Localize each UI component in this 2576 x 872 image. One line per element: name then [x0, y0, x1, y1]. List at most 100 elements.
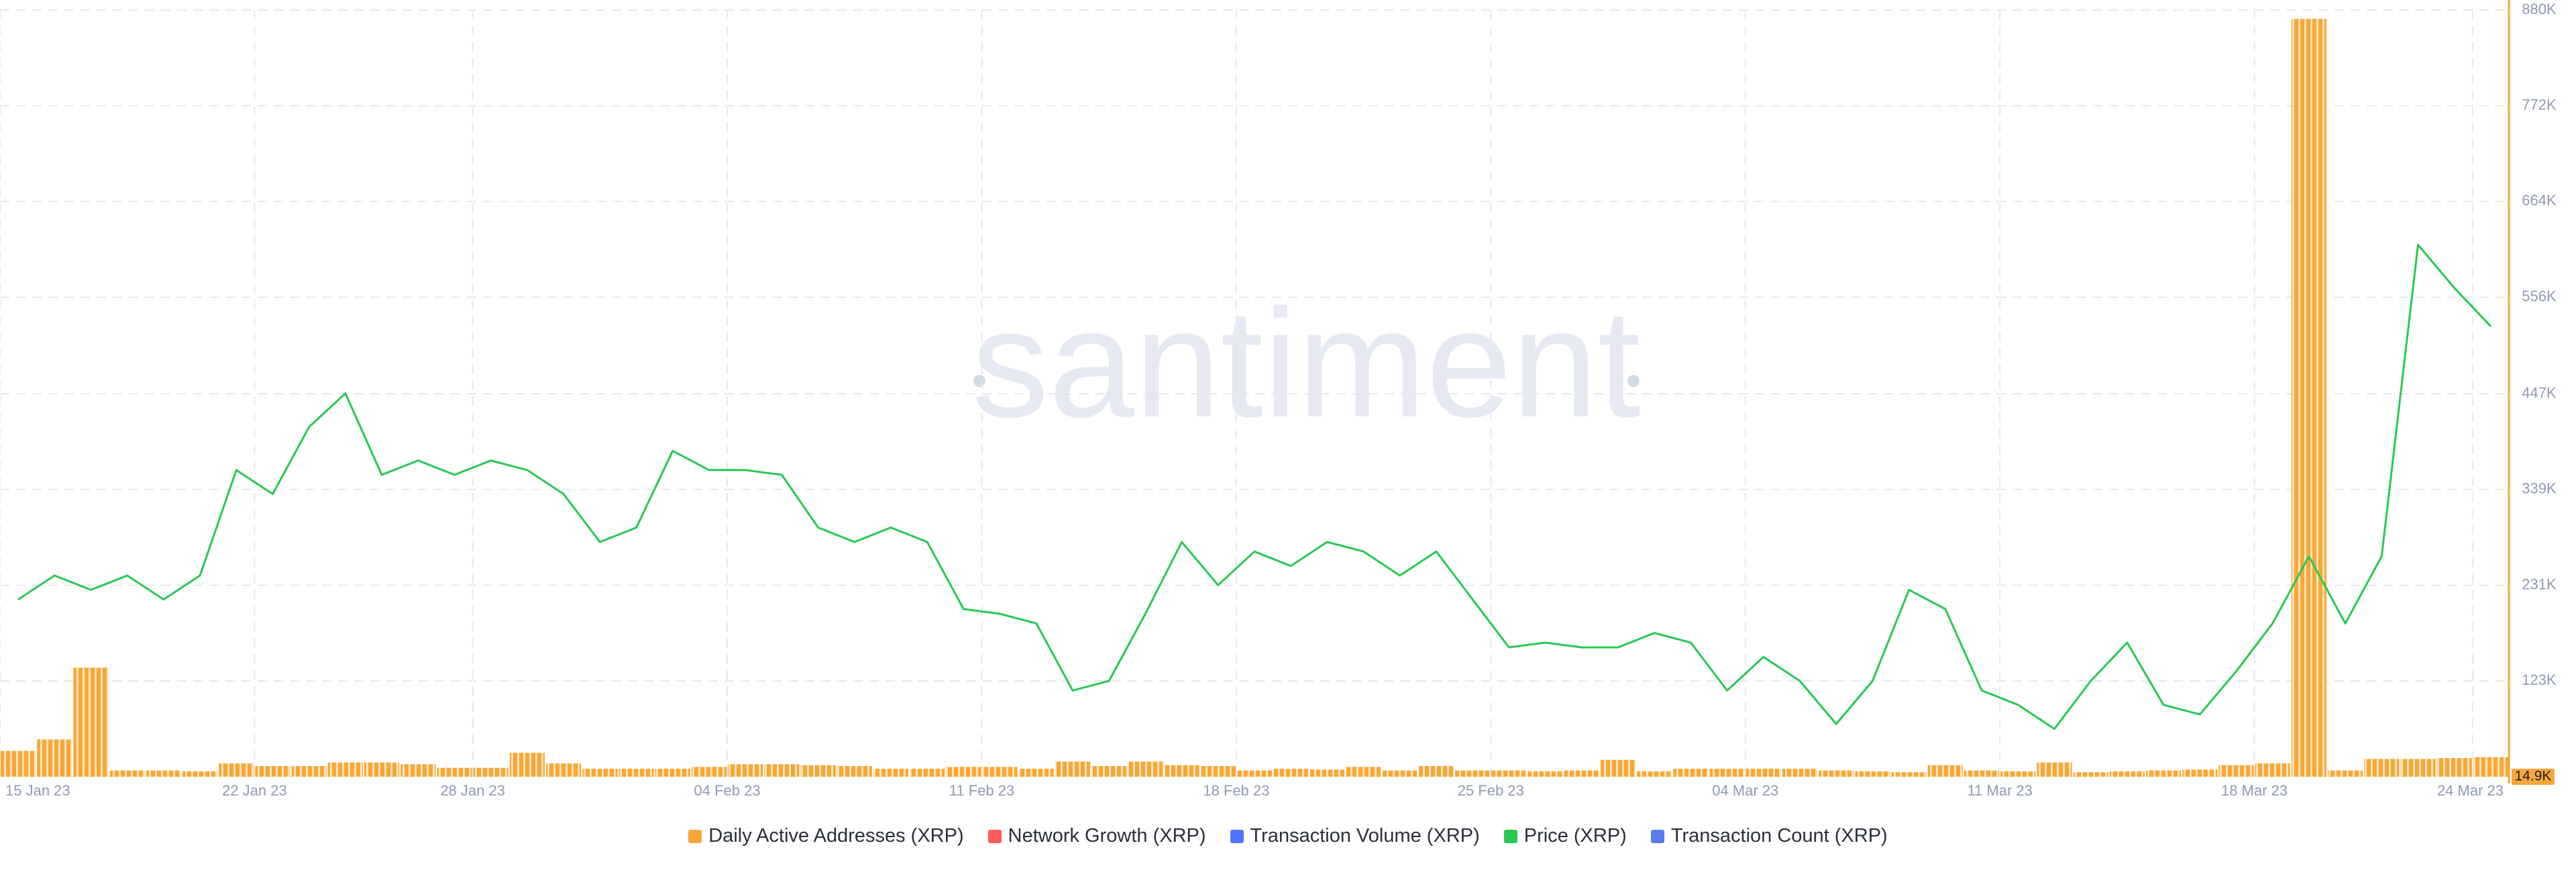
legend-item[interactable]: Price (XRP)	[1503, 825, 1627, 847]
bar	[1418, 766, 1454, 777]
bar	[910, 768, 945, 777]
x-tick-label: 28 Jan 23	[440, 782, 505, 799]
bar	[1527, 771, 1563, 777]
bar	[728, 764, 763, 777]
bar	[582, 768, 618, 777]
bar	[1455, 770, 1491, 777]
bar	[364, 762, 400, 777]
bar	[1746, 768, 1781, 777]
watermark: santiment	[971, 277, 1640, 449]
bar	[873, 768, 909, 777]
legend-item[interactable]: Network Growth (XRP)	[987, 825, 1206, 847]
bar	[509, 753, 545, 777]
price-line	[17, 243, 2491, 730]
x-tick-label: 04 Feb 23	[694, 782, 761, 799]
legend-label: Transaction Count (XRP)	[1670, 825, 1888, 847]
bar	[146, 770, 182, 777]
watermark-dot	[1627, 375, 1640, 387]
bar	[1, 751, 36, 777]
bar	[1637, 771, 1672, 777]
bar	[2473, 757, 2508, 777]
legend-swatch	[1650, 829, 1664, 843]
legend-label: Price (XRP)	[1523, 825, 1627, 847]
y-tick-label: 123K	[2522, 671, 2557, 688]
legend-swatch	[987, 829, 1002, 843]
bar	[982, 767, 1018, 777]
x-tick-label: 04 Mar 23	[1712, 782, 1778, 799]
bar	[2000, 771, 2036, 777]
bar	[1200, 766, 1236, 777]
legend-item[interactable]: Transaction Count (XRP)	[1650, 825, 1888, 847]
legend-swatch	[1230, 829, 1244, 843]
y-tick-label: 772K	[2522, 97, 2557, 113]
bar	[2218, 765, 2254, 777]
bar	[546, 763, 582, 777]
legend-item[interactable]: Transaction Volume (XRP)	[1230, 825, 1480, 847]
x-tick-label: 11 Mar 23	[1967, 782, 2032, 799]
bar	[1927, 765, 1963, 777]
bar	[1236, 770, 1273, 777]
bar	[219, 763, 254, 777]
legend-label: Network Growth (XRP)	[1008, 825, 1206, 847]
bar	[619, 768, 654, 777]
bar	[182, 771, 218, 777]
bar	[1964, 770, 2000, 777]
bar	[1091, 766, 1127, 777]
y-tick-label: 339K	[2522, 480, 2557, 497]
x-tick-label: 15 Jan 23	[5, 782, 70, 799]
bar	[1855, 771, 1890, 777]
x-tick-label: 25 Feb 23	[1458, 782, 1524, 799]
bar	[2073, 772, 2108, 777]
x-tick-label: 18 Feb 23	[1203, 782, 1269, 799]
bar	[2109, 771, 2145, 777]
bar	[1346, 767, 1381, 777]
bar	[2436, 758, 2472, 777]
bar	[800, 765, 836, 777]
bar	[1055, 761, 1091, 777]
legend-label: Daily Active Addresses (XRP)	[708, 825, 964, 847]
current-value-box	[2512, 769, 2555, 785]
chart: santiment 14.9K 123K 231K 339K 447K 556K 664K 7…	[0, 0, 2557, 799]
bar	[1382, 770, 1417, 777]
bar	[1819, 770, 1854, 777]
bar	[764, 764, 800, 777]
y-tick-label: 14.9K	[2515, 769, 2552, 784]
legend-item[interactable]: Daily Active Addresses (XRP)	[688, 825, 964, 847]
bar	[2400, 759, 2436, 777]
bar	[2327, 770, 2363, 777]
x-tick-label: 24 Mar 23	[2437, 782, 2504, 799]
bar	[1128, 761, 1163, 777]
bar	[1782, 768, 1818, 777]
bar	[1709, 768, 1745, 777]
bar	[1273, 768, 1309, 777]
bar	[946, 767, 981, 777]
bar	[1673, 768, 1709, 777]
bar	[400, 764, 436, 777]
bar	[1018, 768, 1054, 777]
bar	[2255, 763, 2290, 777]
y-tick-label: 231K	[2522, 576, 2557, 592]
bar	[655, 768, 690, 777]
bar	[291, 766, 327, 777]
bar	[73, 667, 109, 777]
bar	[1164, 765, 1199, 777]
y-tick-label: 880K	[2522, 1, 2557, 17]
x-tick-label: 18 Mar 23	[2221, 782, 2288, 799]
y-tick-label: 664K	[2522, 192, 2557, 209]
bar	[1564, 770, 1599, 777]
watermark-dot	[973, 375, 985, 387]
bar	[473, 767, 508, 777]
bar	[1491, 770, 1527, 777]
bar	[255, 766, 290, 777]
bar	[437, 767, 472, 777]
bar	[2364, 759, 2400, 777]
bar	[691, 767, 727, 777]
y-tick-label: 447K	[2522, 384, 2557, 401]
bar	[2182, 769, 2218, 777]
bar	[327, 762, 364, 777]
bar	[1309, 769, 1345, 777]
bar	[1600, 759, 1636, 777]
x-tick-label: 22 Jan 23	[222, 782, 287, 799]
y-tick-label: 556K	[2522, 288, 2557, 305]
